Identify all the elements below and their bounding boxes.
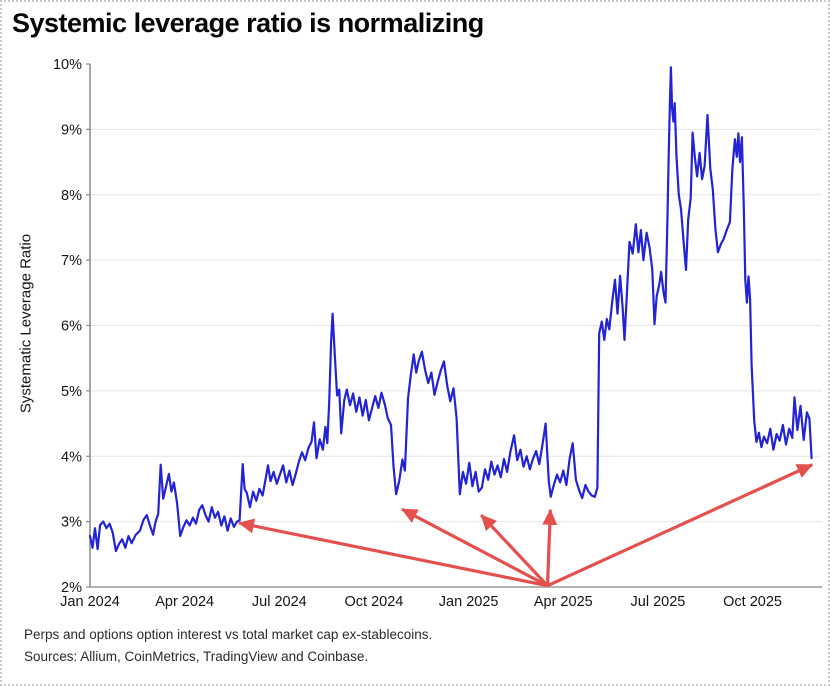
x-tick-label: Oct 2024 xyxy=(345,594,404,610)
footer-sources: Sources: Allium, CoinMetrics, TradingVie… xyxy=(24,649,369,664)
y-tick-label: 4% xyxy=(61,449,82,465)
x-tick-label: Apr 2025 xyxy=(534,594,593,610)
y-tick-label: 5% xyxy=(61,384,82,400)
series-line xyxy=(88,66,813,553)
annotation-arrow xyxy=(542,508,558,586)
chart-title: Systemic leverage ratio is normalizing xyxy=(12,8,484,38)
y-tick-label: 2% xyxy=(61,580,82,596)
x-tick-label: Apr 2024 xyxy=(155,594,214,610)
y-tick-label: 10% xyxy=(53,57,82,73)
x-tick-label: Jul 2024 xyxy=(252,594,307,610)
y-tick-label: 9% xyxy=(61,122,82,138)
x-tick-label: Jan 2025 xyxy=(439,594,499,610)
annotation-arrow xyxy=(546,463,814,588)
annotation-arrow xyxy=(237,518,548,588)
y-tick-label: 3% xyxy=(61,515,82,531)
annotation-arrow xyxy=(480,513,549,587)
y-tick-label: 6% xyxy=(61,319,82,335)
annotation-arrow xyxy=(401,507,549,588)
y-tick-label: 7% xyxy=(61,253,82,269)
chart-footer: Perps and options option interest vs tot… xyxy=(24,624,432,668)
x-tick-label: Jan 2024 xyxy=(60,594,120,610)
y-tick-label: 8% xyxy=(61,188,82,204)
footer-description: Perps and options option interest vs tot… xyxy=(24,627,433,642)
x-tick-label: Oct 2025 xyxy=(723,594,782,610)
x-tick-label: Jul 2025 xyxy=(631,594,686,610)
